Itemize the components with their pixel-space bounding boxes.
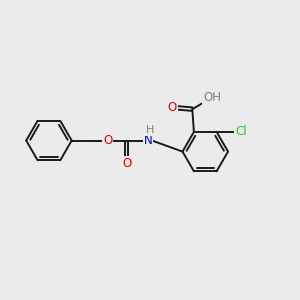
Text: O: O <box>122 157 131 170</box>
Text: O: O <box>103 134 112 147</box>
Text: OH: OH <box>203 91 221 104</box>
Text: N: N <box>144 134 152 147</box>
Text: O: O <box>168 101 177 114</box>
Text: H: H <box>146 125 154 135</box>
Text: Cl: Cl <box>235 125 247 138</box>
